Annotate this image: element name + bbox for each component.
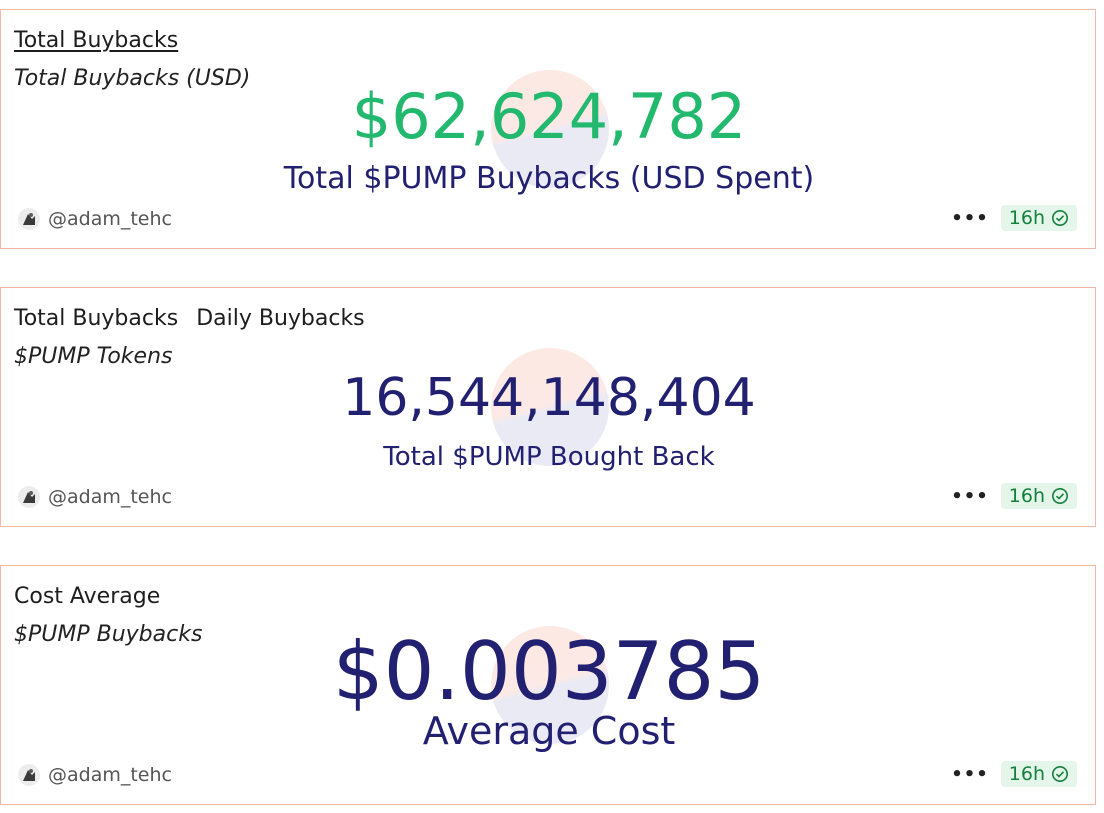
- card-token-buybacks: Total Buybacks Daily Buybacks $PUMP Toke…: [0, 287, 1096, 527]
- user-avatar: [18, 764, 40, 786]
- card-tabs: Cost Average: [14, 584, 160, 609]
- card-actions: ••• 16h: [951, 205, 1077, 231]
- tab-daily-buybacks[interactable]: Daily Buybacks: [196, 306, 365, 331]
- counter-value: $0.003785: [332, 625, 766, 718]
- freshness-age: 16h: [1008, 485, 1045, 507]
- watermark-logo: [491, 348, 609, 466]
- counter-value: 16,544,148,404: [342, 368, 756, 428]
- freshness-badge[interactable]: 16h: [1000, 205, 1077, 231]
- watermark-logo: [491, 626, 609, 744]
- counter-caption: Average Cost: [422, 709, 676, 753]
- freshness-badge[interactable]: 16h: [1000, 761, 1077, 787]
- author-link[interactable]: @adam_tehc: [18, 208, 172, 230]
- counter-caption: Total $PUMP Buybacks (USD Spent): [283, 161, 815, 196]
- counter-value: $62,624,782: [351, 80, 747, 153]
- tab-total-buybacks[interactable]: Total Buybacks: [14, 28, 179, 53]
- author-name: @adam_tehc: [48, 764, 172, 786]
- check-circle-icon: [1052, 766, 1068, 782]
- card-tabs: Total Buybacks Daily Buybacks: [14, 306, 365, 331]
- author-link[interactable]: @adam_tehc: [18, 486, 172, 508]
- card-tabs: Total Buybacks: [14, 28, 178, 53]
- card-subtitle: $PUMP Tokens: [14, 344, 173, 369]
- freshness-age: 16h: [1008, 207, 1045, 229]
- author-name: @adam_tehc: [48, 208, 172, 230]
- counter-caption: Total $PUMP Bought Back: [383, 442, 715, 472]
- freshness-age: 16h: [1008, 763, 1045, 785]
- card-cost-average: Cost Average $PUMP Buybacks $0.003785 Av…: [0, 565, 1096, 805]
- user-avatar: [18, 208, 40, 230]
- card-total-buybacks-usd: Total Buybacks Total Buybacks (USD) $62,…: [0, 9, 1096, 249]
- tab-cost-average[interactable]: Cost Average: [14, 584, 161, 609]
- check-circle-icon: [1052, 210, 1068, 226]
- author-name: @adam_tehc: [48, 486, 172, 508]
- ellipsis-icon[interactable]: •••: [951, 207, 989, 229]
- ellipsis-icon[interactable]: •••: [951, 763, 989, 785]
- card-actions: ••• 16h: [951, 761, 1077, 787]
- card-subtitle: $PUMP Buybacks: [14, 622, 203, 647]
- tab-total-buybacks[interactable]: Total Buybacks: [14, 306, 179, 331]
- watermark-logo: [491, 70, 609, 188]
- check-circle-icon: [1052, 488, 1068, 504]
- card-subtitle: Total Buybacks (USD): [14, 66, 251, 91]
- card-actions: ••• 16h: [951, 483, 1077, 509]
- freshness-badge[interactable]: 16h: [1000, 483, 1077, 509]
- user-avatar: [18, 486, 40, 508]
- author-link[interactable]: @adam_tehc: [18, 764, 172, 786]
- ellipsis-icon[interactable]: •••: [951, 485, 989, 507]
